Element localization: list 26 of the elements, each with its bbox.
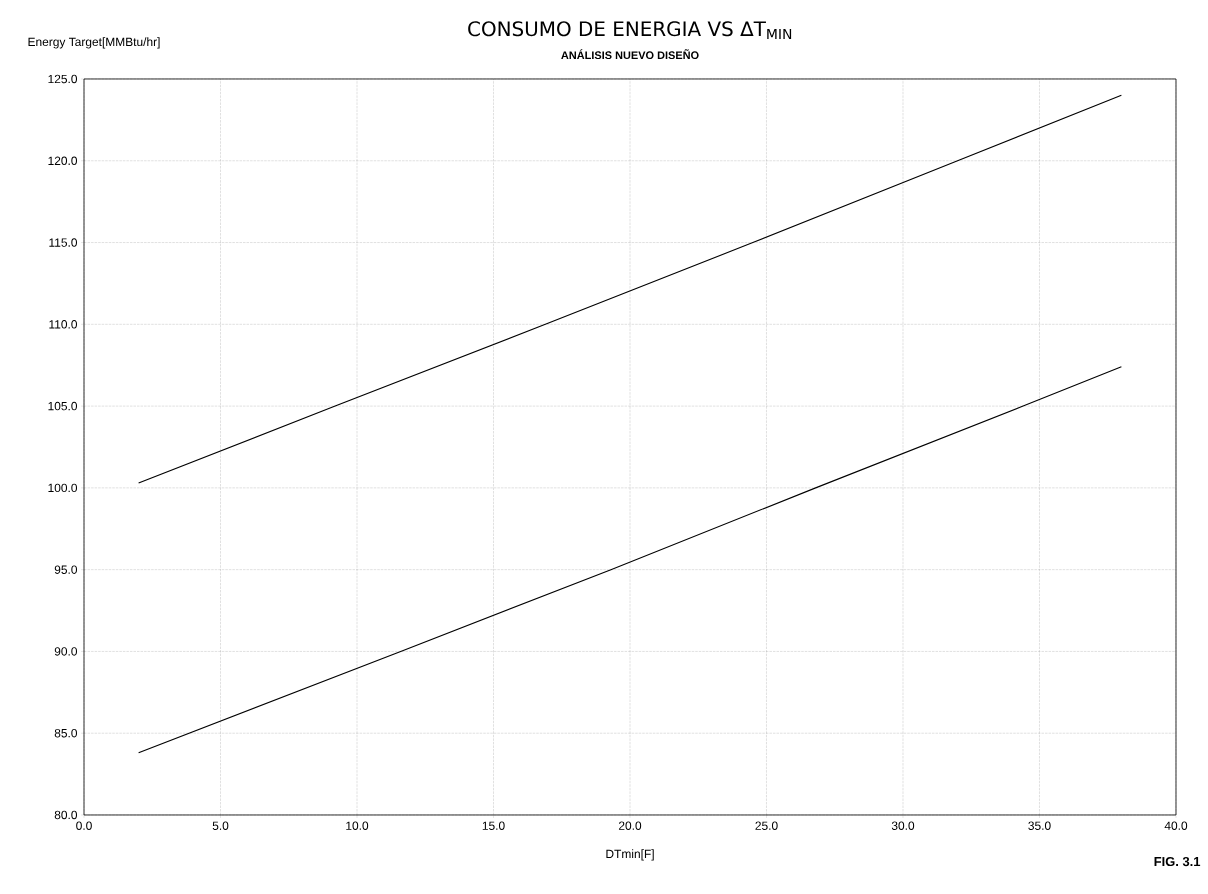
y-tick-label: 95.0 — [54, 565, 78, 574]
x-tick-label: 10.0 — [346, 821, 369, 830]
x-axis-title: DTmin[F] — [606, 849, 654, 861]
y-tick-label: 125.0 — [48, 74, 78, 84]
x-tick-label: 0.0 — [76, 821, 92, 830]
y-axis-title: Energy Target[MMBtu/hr] — [28, 37, 160, 49]
x-tick-label: 40.0 — [1164, 821, 1188, 830]
x-tick-label: 5.0 — [212, 821, 229, 830]
y-tick-label: 90.0 — [54, 647, 78, 656]
y-tick-label: 100.0 — [48, 483, 78, 493]
x-tick-label: 20.0 — [618, 821, 642, 830]
y-tick-label: 110.0 — [49, 320, 78, 329]
y-tick-label: 85.0 — [54, 728, 78, 738]
x-tick-label: 25.0 — [755, 821, 778, 830]
caption: FIG. 3.1 — [1154, 856, 1201, 867]
y-tick-label: 105.0 — [48, 401, 78, 411]
line-series — [138, 94, 1122, 484]
y-tick-label: 80.0 — [54, 810, 78, 820]
y-tick-label: 115.0 — [49, 238, 78, 247]
chart-title: CONSUMO DE ENERGIA VS ΔT$_{MIN}$ — [468, 21, 792, 40]
chart-subtitle: ANÁLISIS NUEVO DISEÑO — [561, 49, 699, 60]
x-tick-label: 35.0 — [1028, 821, 1051, 830]
x-tick-label: 30.0 — [891, 821, 915, 830]
y-tick-label: 120.0 — [48, 156, 78, 165]
x-tick-label: 15.0 — [482, 821, 505, 830]
line-series — [138, 366, 1122, 754]
